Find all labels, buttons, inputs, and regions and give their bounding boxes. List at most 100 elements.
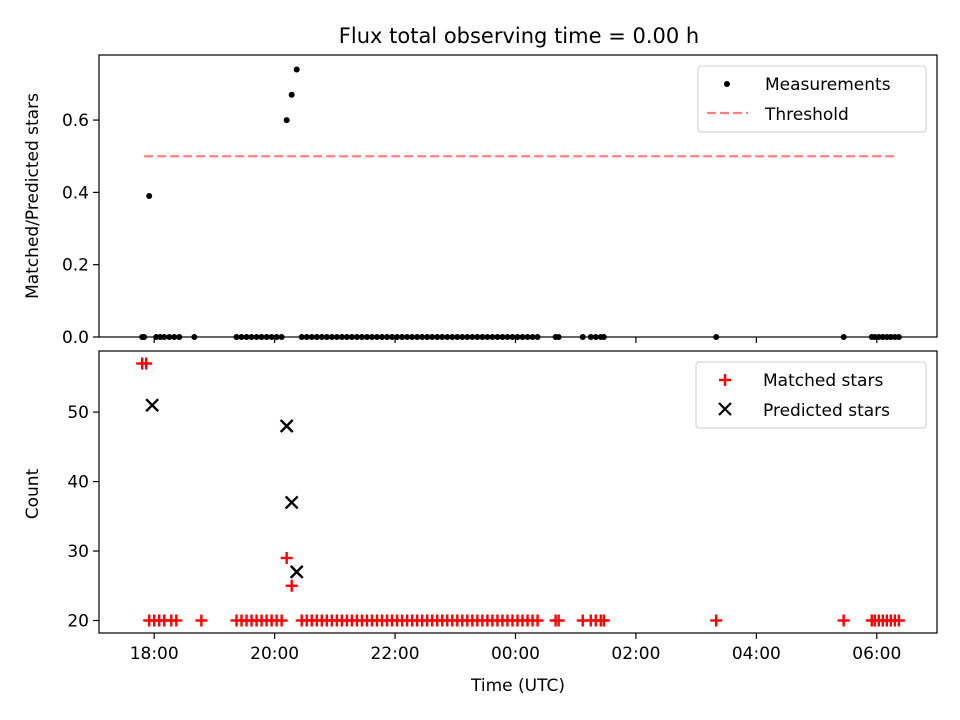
measurement-point bbox=[429, 334, 436, 340]
predicted-star-point bbox=[289, 565, 304, 579]
count-y-tick-label: 50 bbox=[67, 403, 89, 423]
ratio-panel: Flux total observing time = 0.00 h 0.0 0.… bbox=[23, 24, 938, 348]
legend-matched-label: Matched stars bbox=[763, 371, 883, 391]
measurement-point bbox=[469, 334, 476, 340]
measurement-point bbox=[439, 334, 446, 340]
measurement-point bbox=[238, 334, 245, 340]
measurement-point bbox=[474, 334, 481, 340]
measurement-point bbox=[323, 334, 330, 340]
measurement-point bbox=[318, 334, 325, 340]
matched-star-point bbox=[140, 357, 153, 370]
measurement-point bbox=[253, 334, 260, 340]
measurement-point bbox=[504, 334, 511, 340]
legend-measurements-label: Measurements bbox=[765, 75, 891, 95]
measurement-point bbox=[529, 334, 536, 340]
count-y-ticks: 20 30 40 50 bbox=[67, 403, 99, 631]
measurement-point bbox=[489, 334, 496, 340]
measurement-point bbox=[434, 334, 441, 340]
measurement-point bbox=[343, 334, 350, 340]
ratio-y-axis-label: Matched/Predicted stars bbox=[23, 93, 43, 299]
matched-star-point bbox=[170, 614, 183, 627]
predicted-star-point bbox=[284, 495, 299, 510]
measurement-point bbox=[191, 334, 198, 340]
matched-star-point bbox=[285, 579, 298, 592]
measurement-point bbox=[368, 334, 375, 340]
measurement-point bbox=[288, 91, 295, 98]
measurement-point bbox=[313, 334, 320, 340]
count-x-ticks: 18:00 20:00 22:00 00:00 02:00 04:00 06:00 bbox=[130, 633, 901, 664]
count-x-tick-label: 06:00 bbox=[852, 644, 901, 664]
measurement-point bbox=[579, 334, 586, 340]
ratio-x-ticks bbox=[153, 337, 878, 343]
measurement-point bbox=[176, 334, 183, 340]
measurement-point bbox=[328, 334, 335, 340]
measurement-point bbox=[384, 334, 391, 340]
measurement-point bbox=[419, 334, 426, 340]
measurement-point bbox=[494, 334, 501, 340]
measurement-point bbox=[484, 334, 491, 340]
measurement-point bbox=[166, 334, 173, 340]
legend-measurements-marker bbox=[724, 81, 730, 87]
measurement-point bbox=[308, 334, 315, 340]
measurement-point bbox=[298, 334, 305, 340]
measurement-point bbox=[161, 334, 168, 340]
count-panel: 20 30 40 50 18:00 20:00 22:00 00:00 02:00 04:00 0… bbox=[23, 350, 938, 696]
count-y-tick-label: 40 bbox=[67, 473, 89, 493]
matched-star-point bbox=[531, 614, 544, 627]
matched-star-point bbox=[892, 614, 905, 627]
measurement-point bbox=[283, 117, 290, 124]
legend-predicted-label: Predicted stars bbox=[763, 401, 890, 421]
measurement-point bbox=[348, 334, 355, 340]
measurement-point bbox=[424, 334, 431, 340]
measurement-point bbox=[444, 334, 451, 340]
count-y-axis-label: Count bbox=[23, 468, 43, 519]
measurement-point bbox=[464, 334, 471, 340]
count-x-tick-label: 02:00 bbox=[611, 644, 660, 664]
count-x-tick-label: 20:00 bbox=[250, 644, 299, 664]
measurement-point bbox=[592, 334, 599, 340]
measurement-point bbox=[248, 334, 255, 340]
ratio-y-tick-label: 0.6 bbox=[62, 111, 89, 131]
ratio-y-tick-label: 0.0 bbox=[62, 328, 89, 348]
x-axis-label: Time (UTC) bbox=[470, 676, 565, 696]
measurement-point bbox=[449, 334, 456, 340]
measurement-point bbox=[263, 334, 270, 340]
measurement-point bbox=[524, 334, 531, 340]
predicted-star-point bbox=[279, 419, 294, 433]
count-legend-box bbox=[695, 361, 927, 429]
measurement-point bbox=[233, 334, 240, 340]
measurement-point bbox=[258, 334, 265, 340]
measurement-point bbox=[353, 334, 360, 340]
measurement-point bbox=[509, 334, 516, 340]
matched-star-point bbox=[275, 614, 288, 627]
measurement-point bbox=[389, 334, 396, 340]
measurement-point bbox=[293, 66, 300, 73]
measurement-point bbox=[379, 334, 386, 340]
measurement-point bbox=[333, 334, 340, 340]
measurement-point bbox=[600, 334, 607, 340]
measurement-point bbox=[146, 193, 153, 199]
legend-threshold-label: Threshold bbox=[764, 105, 849, 125]
count-marks bbox=[136, 357, 905, 627]
predicted-star-point bbox=[145, 398, 160, 413]
measurement-point bbox=[499, 334, 506, 340]
measurement-point bbox=[555, 334, 562, 340]
count-x-tick-label: 04:00 bbox=[732, 644, 781, 664]
measurement-point bbox=[409, 334, 416, 340]
chart-title: Flux total observing time = 0.00 h bbox=[339, 24, 699, 48]
measurement-point bbox=[414, 334, 421, 340]
measurement-point bbox=[479, 334, 486, 340]
matched-star-point bbox=[552, 614, 565, 627]
measurement-point bbox=[338, 334, 345, 340]
measurement-point bbox=[363, 334, 370, 340]
count-legend: Matched stars Predicted stars bbox=[695, 361, 927, 429]
ratio-y-ticks: 0.0 0.2 0.4 0.6 bbox=[62, 111, 99, 348]
matched-star-point bbox=[837, 614, 850, 627]
measurement-point bbox=[713, 334, 720, 340]
measurement-point bbox=[534, 334, 541, 340]
measurement-point bbox=[278, 334, 285, 340]
ratio-y-tick-label: 0.4 bbox=[62, 183, 89, 203]
measurement-point bbox=[268, 334, 275, 340]
measurement-point bbox=[399, 334, 406, 340]
measurement-point bbox=[895, 334, 902, 340]
